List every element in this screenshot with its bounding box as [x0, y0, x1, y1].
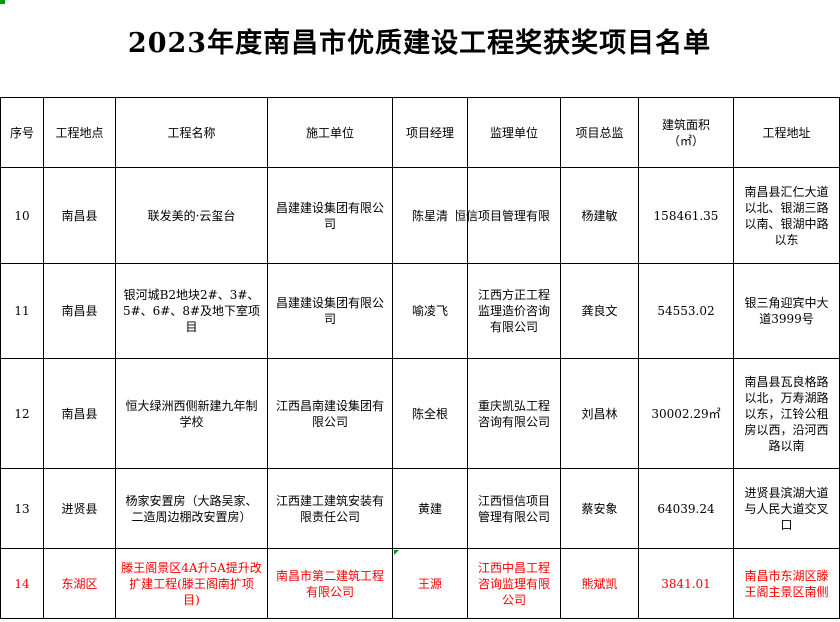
cell-project-manager: 黄建	[392, 468, 468, 549]
table-row: 10 南昌县 联发美的·云玺台 昌建建设集团有限公司 陈星清 恒信项目管理有限公…	[0, 167, 840, 264]
cell-serial-number: 14	[0, 548, 44, 619]
supervision-unit-overflow-text: 恒信项目管理有限公司	[453, 208, 575, 223]
cell-supervision-unit: 江西中昌工程咨询监理有限公司	[467, 548, 561, 619]
cell-project-director: 杨建敏	[560, 167, 639, 264]
header-project-director: 项目总监	[560, 97, 639, 168]
cell-supervision-unit: 重庆凯弘工程咨询有限公司	[467, 358, 561, 469]
cell-serial-number: 11	[0, 263, 44, 359]
cell-serial-number: 10	[0, 167, 44, 264]
cell-project-address: 南昌县瓦良格路以北，万寿湖路以东，江铃公租房以西，沿河西路以南	[733, 358, 840, 469]
awards-table: 序号 工程地点 工程名称 施工单位 项目经理 监理单位 项目总监 建筑面积 （㎡）…	[0, 97, 840, 619]
cell-building-area: 64039.24	[638, 468, 734, 549]
green-error-triangle	[394, 550, 399, 555]
cell-building-area: 54553.02	[638, 263, 734, 359]
cell-project-manager: 陈星清	[392, 167, 468, 264]
cell-project-address: 南昌市东湖区滕王阁主景区南侧	[733, 548, 840, 619]
green-corner-marker	[0, 0, 5, 4]
cell-project-director: 熊斌凯	[560, 548, 639, 619]
cell-project-location: 南昌县	[43, 263, 116, 359]
table-row: 13 进贤县 杨家安置房（大路吴家、二造周边棚改安置房） 江西建工建筑安装有限责…	[0, 468, 840, 549]
cell-building-area: 3841.01	[638, 548, 734, 619]
cell-construction-unit: 昌建建设集团有限公司	[267, 167, 393, 264]
cell-project-address: 银三角迎宾中大道3999号	[733, 263, 840, 359]
cell-project-director: 刘昌林	[560, 358, 639, 469]
cell-project-name: 联发美的·云玺台	[115, 167, 268, 264]
cell-construction-unit: 江西建工建筑安装有限责任公司	[267, 468, 393, 549]
cell-construction-unit: 南昌市第二建筑工程有限公司	[267, 548, 393, 619]
cell-project-location: 东湖区	[43, 548, 116, 619]
table-row-highlighted: 14 东湖区 滕王阁景区4A升5A提升改扩建工程(滕王阁南扩项目) 南昌市第二建…	[0, 548, 840, 619]
cell-project-manager: 喻凌飞	[392, 263, 468, 359]
cell-project-location: 南昌县	[43, 167, 116, 264]
cell-project-name: 滕王阁景区4A升5A提升改扩建工程(滕王阁南扩项目)	[115, 548, 268, 619]
cell-supervision-unit: 恒信项目管理有限公司	[456, 167, 561, 264]
header-supervision-unit: 监理单位	[467, 97, 561, 168]
table-row: 11 南昌县 银河城B2地块2#、3#、5#、6#、8#及地下室项目 昌建建设集…	[0, 263, 840, 359]
cell-project-director: 蔡安象	[560, 468, 639, 549]
table-header-row: 序号 工程地点 工程名称 施工单位 项目经理 监理单位 项目总监 建筑面积 （㎡）…	[0, 97, 840, 168]
cell-project-manager: 王源	[392, 548, 468, 619]
header-project-name: 工程名称	[115, 97, 268, 168]
cell-building-area: 30002.29㎡	[638, 358, 734, 469]
header-project-location: 工程地点	[43, 97, 116, 168]
page-title: 2023年度南昌市优质建设工程奖获奖项目名单	[127, 28, 712, 59]
cell-project-name: 恒大绿洲西侧新建九年制学校	[115, 358, 268, 469]
header-project-address: 工程地址	[733, 97, 840, 168]
header-building-area: 建筑面积 （㎡）	[638, 97, 734, 168]
cell-supervision-unit: 江西方正工程监理造价咨询有限公司	[467, 263, 561, 359]
cell-construction-unit: 江西昌南建设集团有限公司	[267, 358, 393, 469]
header-building-area-label: 建筑面积	[661, 117, 710, 132]
cell-construction-unit: 昌建建设集团有限公司	[267, 263, 393, 359]
cell-project-name: 银河城B2地块2#、3#、5#、6#、8#及地下室项目	[115, 263, 268, 359]
cell-project-location: 南昌县	[43, 358, 116, 469]
cell-supervision-unit: 江西恒信项目管理有限公司	[467, 468, 561, 549]
cell-serial-number: 13	[0, 468, 44, 549]
cell-serial-number: 12	[0, 358, 44, 469]
header-project-manager: 项目经理	[392, 97, 468, 168]
cell-building-area: 158461.35	[638, 167, 734, 264]
cell-project-location: 进贤县	[43, 468, 116, 549]
cell-project-name: 杨家安置房（大路吴家、二造周边棚改安置房）	[115, 468, 268, 549]
cell-project-manager: 陈全根	[392, 358, 468, 469]
header-serial-number: 序号	[0, 97, 44, 168]
cell-project-director: 龚良文	[560, 263, 639, 359]
table-row: 12 南昌县 恒大绿洲西侧新建九年制学校 江西昌南建设集团有限公司 陈全根 重庆…	[0, 358, 840, 469]
cell-project-address: 南昌县汇仁大道以北、银湖三路以南、银湖中路以东	[733, 167, 840, 264]
header-building-area-unit: （㎡）	[667, 133, 704, 148]
header-construction-unit: 施工单位	[267, 97, 393, 168]
cell-project-address: 进贤县滨湖大道与人民大道交叉口	[733, 468, 840, 549]
